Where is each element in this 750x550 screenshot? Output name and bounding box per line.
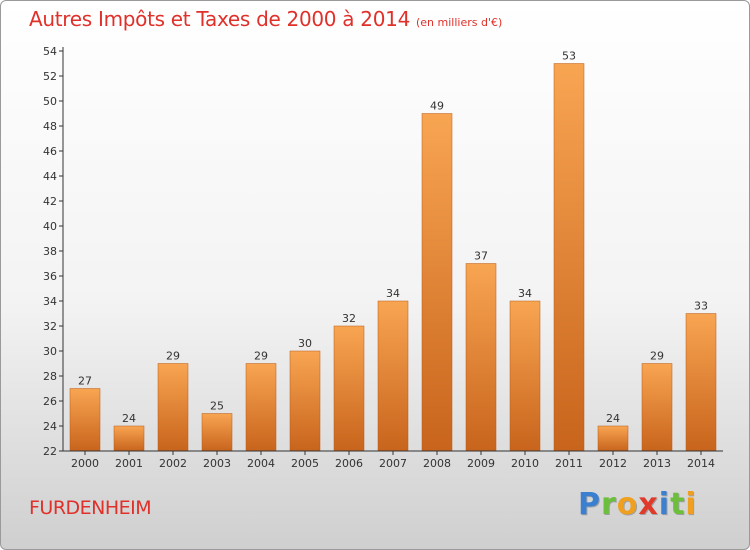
data-label-2010: 34 <box>518 287 532 300</box>
logo-letter: i <box>685 487 697 522</box>
bar-2002 <box>157 363 189 452</box>
chart-subtitle: (en milliers d'€) <box>416 16 503 29</box>
x-axis: 2000 2001 2002 2003 2004 2005 2006 2007 2008 2009… <box>63 450 723 470</box>
logo-letter: P <box>578 487 601 522</box>
chart-title-text: Autres Impôts et Taxes de 2000 à 2014 <box>29 7 410 31</box>
y-tick-label: 36 <box>43 270 57 283</box>
y-tick-label: 24 <box>43 420 57 433</box>
x-tick-label-2011: 2011 <box>555 457 583 470</box>
data-label-2009: 37 <box>474 250 488 263</box>
y-axis: 22 24 26 28 30 32 34 36 38 40 42 44 46 48 50 52 54 <box>43 45 64 458</box>
bar-2009 <box>465 263 497 452</box>
x-tick-label-2001: 2001 <box>115 457 143 470</box>
x-tick-label-2000: 2000 <box>71 457 99 470</box>
bar-2007 <box>377 300 409 452</box>
data-label-2006: 32 <box>342 312 356 325</box>
x-tick-label-2007: 2007 <box>379 457 407 470</box>
data-label-2000: 27 <box>78 375 92 388</box>
data-label-2007: 34 <box>386 287 400 300</box>
chart-title: Autres Impôts et Taxes de 2000 à 2014 (en… <box>29 7 502 31</box>
logo-letter: r <box>601 487 617 522</box>
x-tick-label-2005: 2005 <box>291 457 319 470</box>
data-label-2012: 24 <box>606 412 620 425</box>
x-tick-label-2006: 2006 <box>335 457 363 470</box>
y-tick-label: 26 <box>43 395 57 408</box>
bar-2014 <box>685 313 717 452</box>
y-tick-label: 22 <box>43 445 57 458</box>
x-tick-label-2002: 2002 <box>159 457 187 470</box>
y-tick-label: 54 <box>43 45 57 58</box>
y-tick-label: 40 <box>43 220 57 233</box>
bar-2012 <box>597 425 629 452</box>
bar-2010 <box>509 300 541 452</box>
y-tick-label: 50 <box>43 95 57 108</box>
bar-2013 <box>641 363 673 452</box>
data-label-2002: 29 <box>166 350 180 363</box>
bar-2011 <box>553 63 585 452</box>
y-tick-label: 42 <box>43 195 57 208</box>
y-tick-label: 44 <box>43 170 57 183</box>
y-tick-label: 30 <box>43 345 57 358</box>
commune-name: FURDENHEIM <box>29 497 152 519</box>
bar-2000 <box>69 388 101 452</box>
bar-2003 <box>201 413 233 452</box>
data-label-2013: 29 <box>650 350 664 363</box>
data-label-2005: 30 <box>298 337 312 350</box>
x-tick-label-2004: 2004 <box>247 457 275 470</box>
bar-2008 <box>421 113 453 452</box>
y-tick-label: 48 <box>43 120 57 133</box>
data-label-2004: 29 <box>254 350 268 363</box>
x-tick-label-2014: 2014 <box>687 457 715 470</box>
data-label-2003: 25 <box>210 400 224 413</box>
y-tick-label: 52 <box>43 70 57 83</box>
data-label-2011: 53 <box>562 50 576 63</box>
logo-letter: x <box>638 487 659 522</box>
x-tick-label-2010: 2010 <box>511 457 539 470</box>
x-tick-label-2012: 2012 <box>599 457 627 470</box>
y-tick-label: 46 <box>43 145 57 158</box>
logo-letter: i <box>658 487 671 522</box>
logo-letter: o <box>616 487 639 522</box>
logo-letter: t <box>670 487 686 522</box>
y-tick-label: 34 <box>43 295 57 308</box>
x-tick-label-2009: 2009 <box>467 457 495 470</box>
data-label-2001: 24 <box>122 412 136 425</box>
bar-2005 <box>289 350 321 452</box>
bar-2001 <box>113 425 145 452</box>
x-tick-label-2008: 2008 <box>423 457 451 470</box>
data-label-2008: 49 <box>430 100 444 113</box>
data-label-2014: 33 <box>694 300 708 313</box>
bars <box>69 63 717 452</box>
x-tick-label-2003: 2003 <box>203 457 231 470</box>
y-tick-label: 38 <box>43 245 57 258</box>
y-tick-label: 32 <box>43 320 57 333</box>
y-tick-label: 28 <box>43 370 57 383</box>
proxiti-logo[interactable]: Proxiti <box>578 487 697 522</box>
x-tick-label-2013: 2013 <box>643 457 671 470</box>
bar-2004 <box>245 363 277 452</box>
data-labels: 27 24 29 25 29 30 32 34 49 37 34 53 24 29 33 <box>78 50 708 426</box>
bar-2006 <box>333 325 365 452</box>
